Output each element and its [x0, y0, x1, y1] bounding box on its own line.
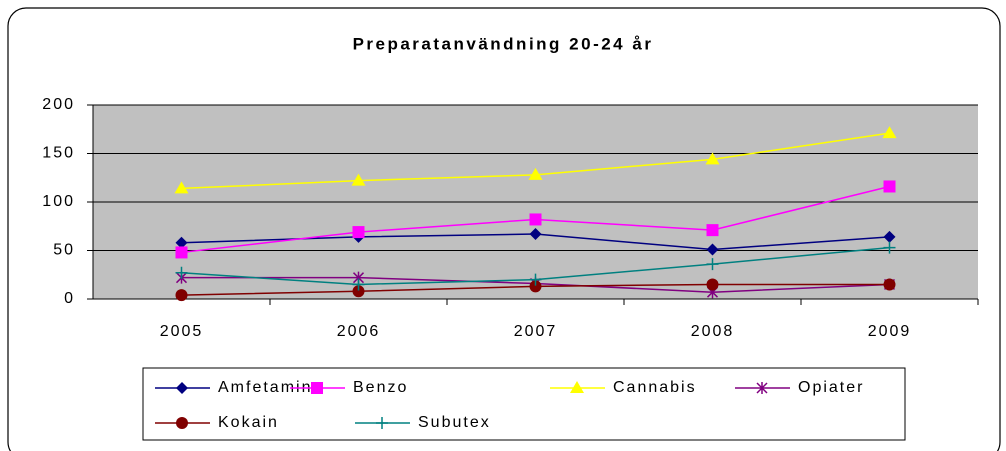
marker [705, 152, 720, 165]
marker [706, 258, 719, 271]
marker [352, 278, 365, 291]
x-tick-label: 2008 [691, 323, 735, 340]
marker [352, 226, 365, 239]
legend-label: Amfetamin [218, 379, 312, 396]
marker [882, 126, 897, 139]
marker [351, 173, 366, 186]
marker [529, 228, 542, 241]
marker [175, 246, 188, 259]
marker [883, 180, 896, 193]
marker [376, 417, 388, 429]
legend-label: Benzo [353, 379, 408, 396]
marker [529, 273, 542, 286]
legend-label: Subutex [418, 414, 491, 431]
marker [175, 266, 188, 279]
legend-box [142, 367, 906, 441]
legend-label: Cannabis [613, 379, 697, 396]
marker [529, 213, 542, 226]
marker [175, 289, 188, 302]
y-tick-label: 100 [42, 193, 75, 210]
marker [706, 243, 719, 256]
marker [883, 230, 896, 243]
marker [706, 224, 719, 237]
x-tick-label: 2006 [337, 323, 381, 340]
x-tick-label: 2007 [514, 323, 558, 340]
chart-title: Preparatanvändning 20-24 år [353, 34, 654, 53]
marker [570, 381, 584, 393]
legend-label: Kokain [218, 414, 279, 431]
marker [883, 241, 896, 254]
marker [176, 417, 188, 429]
y-tick-label: 200 [42, 96, 75, 113]
marker [529, 280, 542, 293]
marker [311, 382, 323, 394]
marker [175, 236, 188, 249]
marker [706, 278, 719, 291]
y-tick-label: 0 [64, 290, 75, 307]
y-tick-label: 150 [42, 145, 75, 162]
x-tick-label: 2009 [868, 323, 912, 340]
marker [352, 285, 365, 298]
legend-label: Opiater [798, 379, 864, 396]
marker [883, 278, 896, 291]
x-tick-label: 2005 [160, 323, 204, 340]
marker [174, 181, 189, 194]
y-tick-label: 50 [53, 242, 75, 259]
marker [756, 382, 768, 394]
marker [528, 167, 543, 180]
marker [176, 382, 188, 394]
